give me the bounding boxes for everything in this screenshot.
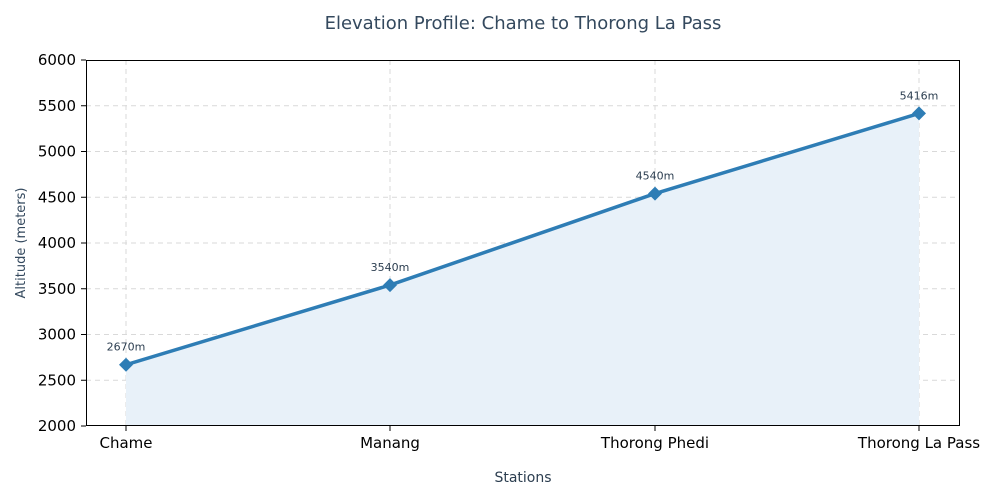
y-tick-label-4000: 4000 — [38, 234, 76, 252]
data-point-3 — [912, 106, 926, 121]
x-axis-title: Stations — [494, 470, 551, 486]
x-tick-label-0: Chame — [99, 434, 152, 452]
area-layer — [126, 113, 919, 426]
elevation-area — [126, 113, 919, 426]
data-label-2: 4540m — [636, 170, 675, 183]
chart-title: Elevation Profile: Chame to Thorong La P… — [325, 13, 722, 34]
data-label-0: 2670m — [107, 341, 146, 354]
data-point-2 — [648, 186, 662, 201]
y-tick-label-2000: 2000 — [38, 417, 76, 435]
elevation-line — [125, 111, 920, 367]
data-label-3: 5416m — [900, 89, 939, 102]
y-tick-label-2500: 2500 — [38, 371, 76, 389]
y-axis-title: Altitude (meters) — [14, 188, 29, 299]
y-axis: 2000 2500 3000 3500 4000 4500 5000 5500 6000 — [38, 51, 86, 435]
label-layer: 2670m 3540m 4540m 5416m — [107, 89, 939, 353]
y-tick-label-3000: 3000 — [38, 326, 76, 344]
y-tick-label-4500: 4500 — [38, 188, 76, 206]
data-point-1 — [383, 278, 397, 293]
y-tick-label-5500: 5500 — [38, 97, 76, 115]
y-tick-label-6000: 6000 — [38, 51, 76, 69]
x-tick-label-3: Thorong La Pass — [857, 434, 980, 452]
y-tick-label-3500: 3500 — [38, 280, 76, 298]
marker-layer — [119, 106, 926, 372]
data-point-0 — [119, 357, 133, 372]
line-layer — [125, 111, 920, 367]
y-tick-label-5000: 5000 — [38, 143, 76, 161]
x-tick-label-1: Manang — [360, 434, 420, 452]
plot-frame — [86, 60, 960, 426]
x-axis: Chame Manang Thorong Phedi Thorong La Pass — [99, 426, 980, 452]
x-tick-label-2: Thorong Phedi — [600, 434, 709, 452]
data-label-1: 3540m — [371, 261, 410, 274]
